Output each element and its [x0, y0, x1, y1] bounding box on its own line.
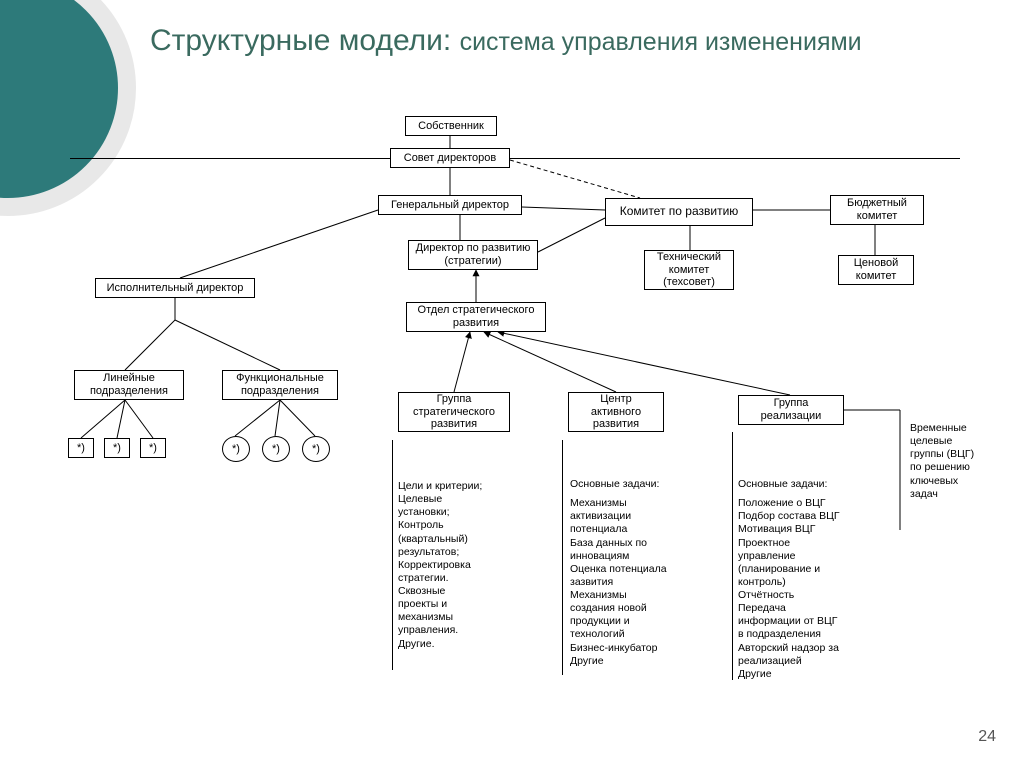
tasks-list-impl: Основные задачи:Положение о ВЦГПодбор со…: [738, 478, 868, 681]
page-number: 24: [978, 728, 996, 746]
node-line_div: Линейные подразделения: [74, 370, 184, 400]
node-price_committee: Ценовой комитет: [838, 255, 914, 285]
node-strat_dept: Отдел стратегического развития: [406, 302, 546, 332]
node-b2: *): [104, 438, 130, 458]
node-group_impl: Группа реализации: [738, 395, 844, 425]
org-chart: Собственник Совет директоров Генеральный д…: [0, 0, 1024, 768]
node-b3: *): [140, 438, 166, 458]
node-tech_committee: Технический комитет (техсовет): [644, 250, 734, 290]
node-func_div: Функциональные подразделения: [222, 370, 338, 400]
tasks-list-strategic: Цели и критерии;Целевыеустановки;Контрол…: [398, 480, 508, 651]
node-owner: Собственник: [405, 116, 497, 136]
node-budget_committee: Бюджетный комитет: [830, 195, 924, 225]
node-dev_director: Директор по развитию (стратегии): [408, 240, 538, 270]
node-b1: *): [68, 438, 94, 458]
node-o3: *): [302, 436, 330, 462]
divider-line: [70, 158, 960, 159]
node-center_active: Центр активного развития: [568, 392, 664, 432]
node-o1: *): [222, 436, 250, 462]
node-ceo: Генеральный директор: [378, 195, 522, 215]
side-text-temp-groups: Временные целевые группы (ВЦГ) по решени…: [910, 422, 988, 501]
list2-vline: [562, 440, 563, 675]
node-group_strat: Группа стратегического развития: [398, 392, 510, 432]
list1-vline: [392, 440, 393, 670]
tasks-list-active: Основные задачи:Механизмыактивизациипоте…: [570, 478, 690, 668]
node-board: Совет директоров: [390, 148, 510, 168]
node-dev_committee: Комитет по развитию: [605, 198, 753, 226]
list3-vline: [732, 432, 733, 680]
node-o2: *): [262, 436, 290, 462]
node-exec_director: Исполнительный директор: [95, 278, 255, 298]
